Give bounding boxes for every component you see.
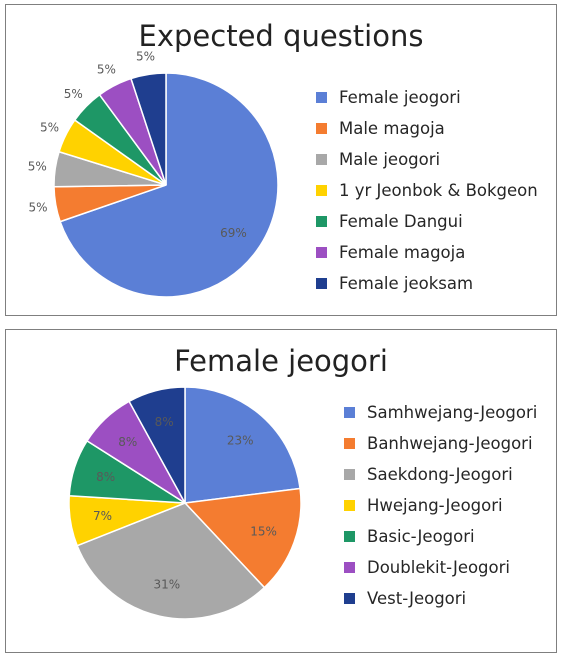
data-label-doublekit-jeogori: 8% (118, 435, 137, 449)
legend-swatch (316, 92, 327, 103)
legend-label: Vest-Jeogori (367, 589, 467, 608)
legend-label: Hwejang-Jeogori (367, 496, 503, 515)
data-label-male-magoja: 5% (28, 201, 47, 215)
legend-label: Female jeogori (339, 88, 461, 107)
pie-slice-female-jeogori (59, 72, 279, 298)
data-label-female-dangui: 5% (64, 87, 83, 101)
pie-slice-banhwejang-jeogori (183, 487, 302, 589)
data-label-vest-jeogori: 8% (155, 415, 174, 429)
data-label-basic-jeogori: 8% (96, 470, 115, 484)
legend-item-samhwejang-jeogori: Samhwejang-Jeogori (344, 397, 537, 428)
legend-item-female-jeogori: Female jeogori (316, 82, 538, 113)
legend-item-banhwejang-jeogori: Banhwejang-Jeogori (344, 428, 537, 459)
legend-swatch (344, 438, 355, 449)
chart-panel-female-jeogori: Female jeogori 23% 15% 31% 7% 8% 8% 8% Samhwej… (5, 329, 557, 653)
chart-title: Female jeogori (174, 344, 388, 378)
legend-swatch (316, 154, 327, 165)
legend-label: 1 yr Jeonbok & Bokgeon (339, 181, 538, 200)
legend-item-male-jeogori: Male jeogori (316, 144, 538, 175)
legend-label: Male magoja (339, 119, 445, 138)
legend-swatch (344, 500, 355, 511)
legend-swatch (316, 216, 327, 227)
legend-label: Female Dangui (339, 212, 463, 231)
data-label-hwejang-jeogori: 7% (93, 509, 112, 523)
data-label-saekdong-jeogori: 31% (153, 578, 180, 592)
data-label-banhwejang-jeogori: 15% (250, 524, 277, 538)
pie-chart-expected-questions: 69% 5% 5% 5% 5% 5% 5% (28, 50, 279, 298)
legend-item-vest-jeogori: Vest-Jeogori (344, 583, 537, 614)
legend-swatch (344, 469, 355, 480)
legend-label: Male jeogori (339, 150, 441, 169)
legend-swatch (316, 247, 327, 258)
legend-female-jeogori: Samhwejang-Jeogori Banhwejang-Jeogori Saek… (344, 397, 537, 614)
legend-label: Saekdong-Jeogori (367, 465, 513, 484)
pie-slice-female-jeoksam (130, 72, 167, 186)
legend-item-female-dangui: Female Dangui (316, 206, 538, 237)
pie-chart-female-jeogori: 23% 15% 31% 7% 8% 8% 8% (68, 386, 302, 620)
legend-item-male-magoja: Male magoja (316, 113, 538, 144)
legend-label: Doublekit-Jeogori (367, 558, 510, 577)
legend-item-saekdong-jeogori: Saekdong-Jeogori (344, 459, 537, 490)
legend-item-hwejang-jeogori: Hwejang-Jeogori (344, 490, 537, 521)
legend-item-1-yr-jeonbok-bokgeon: 1 yr Jeonbok & Bokgeon (316, 175, 538, 206)
data-label-male-jeogori: 5% (28, 160, 47, 174)
legend-swatch (344, 531, 355, 542)
pie-slice-vest-jeogori (128, 386, 186, 504)
legend-swatch (316, 185, 327, 196)
data-label-female-jeoksam: 5% (136, 50, 155, 64)
legend-label: Banhwejang-Jeogori (367, 434, 533, 453)
legend-label: Samhwejang-Jeogori (367, 403, 538, 422)
data-label-1-yr-jeonbok-bokgeon: 5% (40, 120, 59, 134)
legend-label: Female magoja (339, 243, 466, 262)
pie-slice-samhwejang-jeogori (184, 386, 301, 504)
data-label-samhwejang-jeogori: 23% (227, 433, 254, 447)
chart-panel-expected-questions: Expected questions 69% 5% 5% 5% 5% 5% 5% Femal… (5, 4, 557, 316)
chart-title: Expected questions (138, 19, 424, 53)
legend-swatch (316, 123, 327, 134)
legend-expected-questions: Female jeogori Male magoja Male jeogori 1 y… (316, 82, 538, 299)
data-label-female-jeogori: 69% (220, 226, 247, 240)
legend-item-female-magoja: Female magoja (316, 237, 538, 268)
legend-swatch (344, 407, 355, 418)
legend-label: Basic-Jeogori (367, 527, 475, 546)
data-label-female-magoja: 5% (97, 63, 116, 77)
legend-label: Female jeoksam (339, 274, 474, 293)
pie-slice-saekdong-jeogori (76, 502, 266, 620)
legend-swatch (344, 562, 355, 573)
legend-item-doublekit-jeogori: Doublekit-Jeogori (344, 552, 537, 583)
legend-item-female-jeoksam: Female jeoksam (316, 268, 538, 299)
legend-swatch (316, 278, 327, 289)
legend-item-basic-jeogori: Basic-Jeogori (344, 521, 537, 552)
legend-swatch (344, 593, 355, 604)
